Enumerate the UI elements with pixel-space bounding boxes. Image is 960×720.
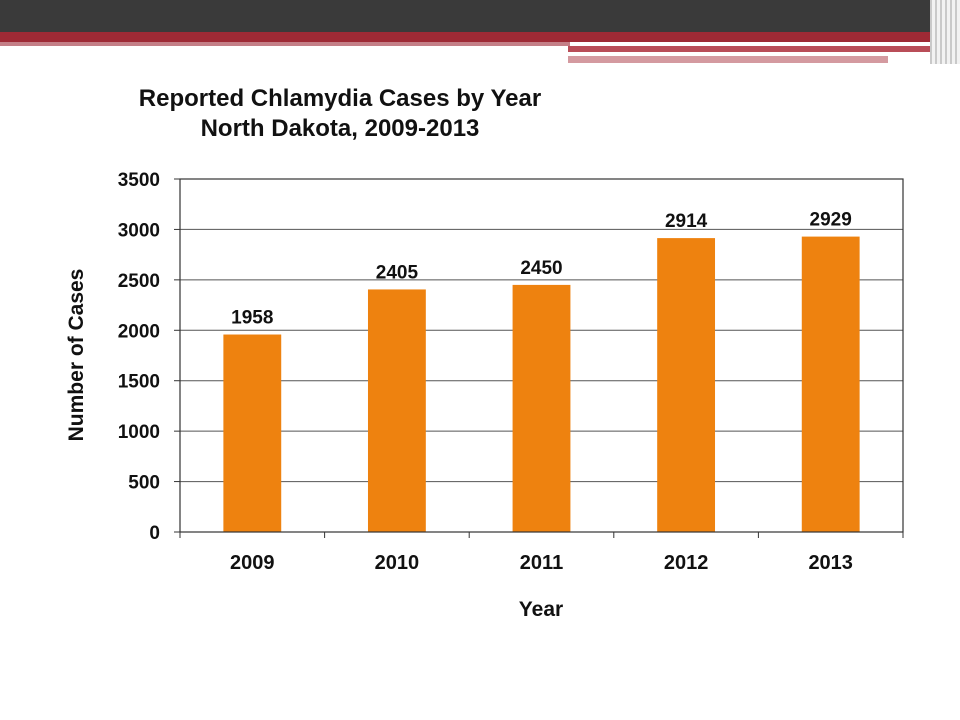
- y-tick-label: 3500: [118, 170, 160, 191]
- x-tick-label: 2010: [375, 552, 420, 574]
- y-tick-label: 500: [128, 473, 160, 494]
- bar: [657, 238, 716, 532]
- slide-header-bar: [0, 0, 960, 32]
- bar: [801, 236, 860, 533]
- slide-accent-stripe: [568, 46, 930, 52]
- chart-title: Reported Chlamydia Cases by Year: [138, 85, 542, 112]
- y-tick-label: 1000: [118, 422, 160, 443]
- y-tick-label: 2000: [118, 321, 160, 342]
- chart-subtitle: North Dakota, 2009-2013: [200, 115, 480, 142]
- data-label: 2914: [665, 211, 708, 232]
- slide-accent-stripe: [568, 56, 888, 63]
- data-label: 2450: [520, 258, 562, 279]
- y-tick-label: 3000: [118, 220, 160, 241]
- y-tick-label: 0: [149, 523, 160, 544]
- bar: [223, 334, 282, 532]
- x-tick-label: 2012: [664, 552, 709, 574]
- slide-accent-stripe: [0, 32, 930, 42]
- x-tick-label: 2009: [230, 552, 275, 574]
- y-axis-title: Number of Cases: [65, 269, 88, 442]
- bar: [512, 284, 571, 532]
- chart-title-block: Reported Chlamydia Cases by Year North D…: [60, 84, 620, 144]
- y-tick-label: 1500: [118, 372, 160, 393]
- x-tick-label: 2011: [520, 552, 563, 574]
- x-tick-label: 2013: [808, 552, 853, 574]
- data-label: 1958: [231, 308, 273, 329]
- slide-header-stripes: [930, 0, 960, 64]
- y-tick-label: 2500: [118, 271, 160, 292]
- data-label: 2405: [376, 262, 419, 283]
- bar: [367, 289, 426, 532]
- slide-accent-stripe: [0, 42, 570, 46]
- x-axis-title: Year: [519, 598, 563, 621]
- plot-frame: [179, 178, 904, 533]
- data-label: 2929: [810, 210, 852, 231]
